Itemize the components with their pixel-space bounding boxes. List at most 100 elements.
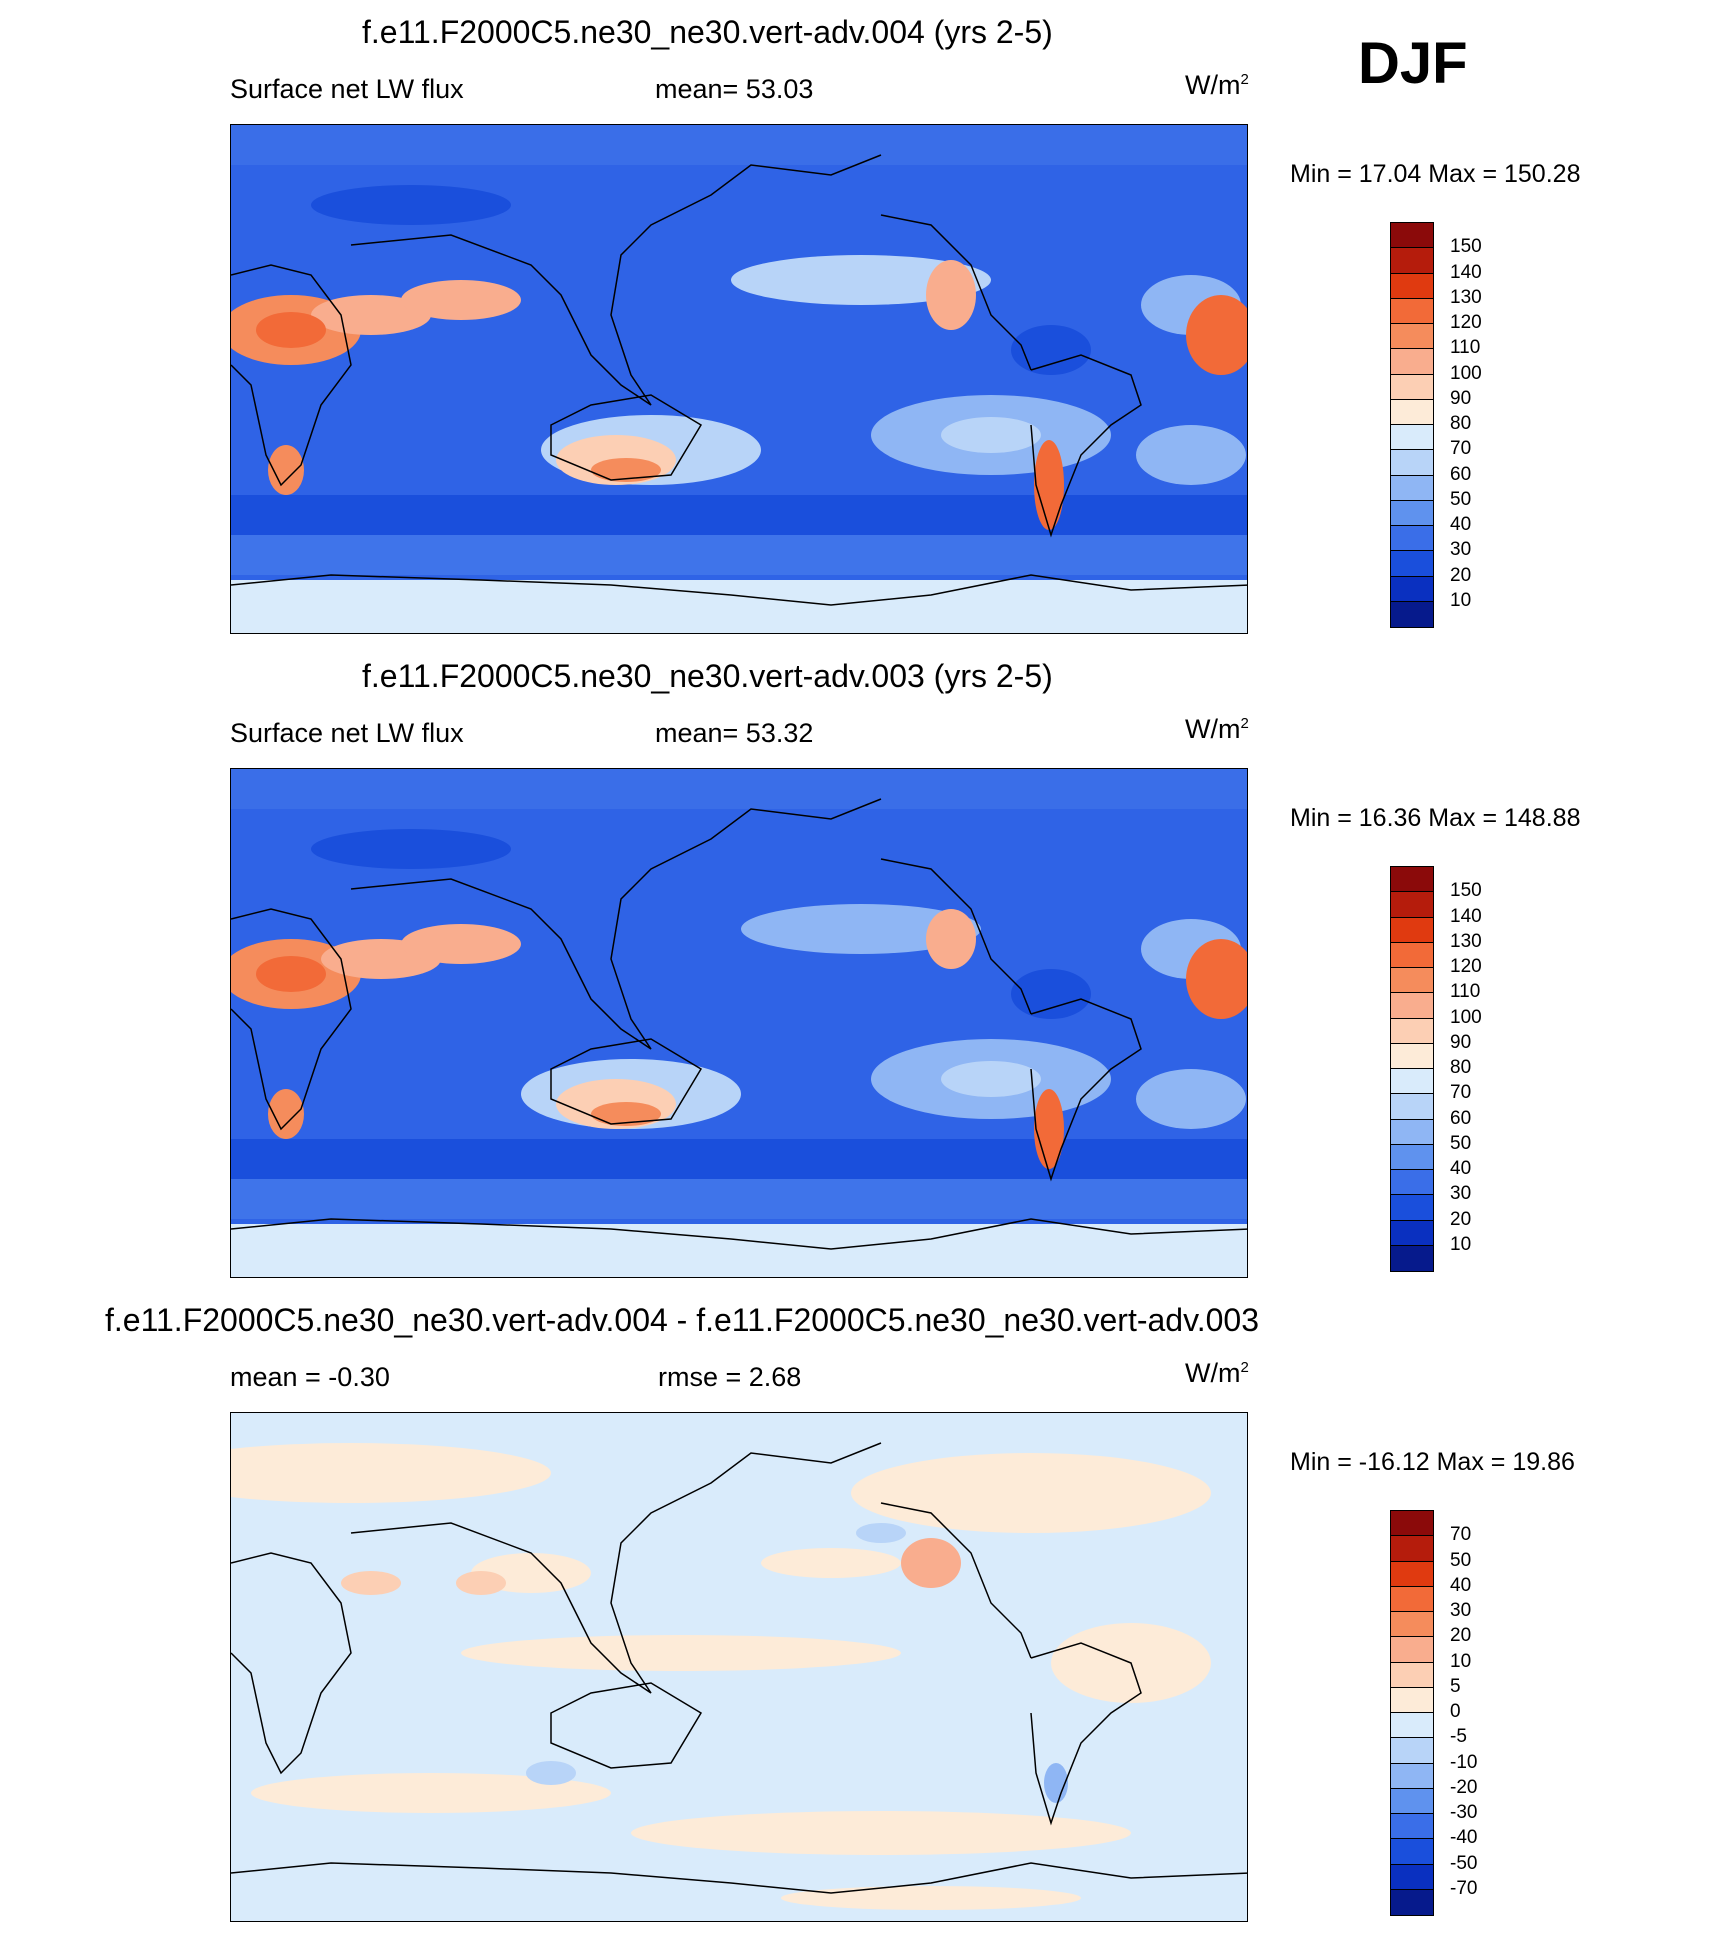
panel-2-colorbar-tick-label: 30 [1450,1183,1472,1205]
panel-2-colorbar-cell [1391,1220,1433,1246]
panel-3-colorbar-tick-label: 0 [1450,1701,1461,1722]
panel-1-colorbar-tick-label: 120 [1450,312,1482,333]
panel-2-colorbar-cell [1391,1245,1433,1271]
panel-2-colorbar-tick-label: 10 [1450,1233,1472,1255]
panel-2-colorbar-cell [1391,1018,1433,1044]
panel-3-colorbar-tick-label: -10 [1450,1751,1478,1773]
panel-3-rmse-label: rmse = 2.68 [658,1362,802,1392]
panel-3-colorbar-tick-label: -20 [1450,1776,1478,1798]
panel-1-colorbar-tick-label: 80 [1450,413,1472,434]
panel-3-colorbar-tick-label: 5 [1450,1675,1461,1697]
panel-2-colorbar-tick-label: 70 [1450,1082,1472,1104]
panel-3-map [230,1412,1248,1922]
panel-1-colorbar-cell [1391,374,1433,400]
panel-1-map [230,124,1248,634]
panel-2-colorbar-tick-label: 150 [1450,880,1482,902]
panel-3-colorbar-tick-label: 30 [1450,1600,1472,1621]
panel-2-units-label: W/m2 [1185,714,1249,744]
panel-1-colorbar-cell [1391,601,1433,627]
panel-3-colorbar-cell [1391,1511,1433,1537]
panel-2-colorbar-tick-label: 140 [1450,905,1482,927]
panel-2-colorbar-tick-label: 40 [1450,1158,1472,1179]
panel-2-colorbar-cell [1391,1144,1433,1170]
panel-2-mean-label: mean= 53.32 [655,718,814,748]
panel-2-colorbar-cell [1391,1170,1433,1196]
panel-1-title: f.e11.F2000C5.ne30_ne30.vert-adv.004 (yr… [362,14,1053,50]
panel-3-colorbar-cell [1391,1687,1433,1713]
panel-3-minmax-label: Min = -16.12 Max = 19.86 [1290,1448,1575,1476]
panel-3-colorbar-tick-label: 40 [1450,1574,1472,1596]
panel-1-colorbar-cell [1391,324,1433,350]
panel-2-colorbar-tick-label: 110 [1450,981,1481,1003]
panel-2-colorbar-cell [1391,993,1433,1019]
panel-3-colorbar-cell [1391,1612,1433,1638]
panel-2-variable-label: Surface net LW flux [230,718,464,748]
panel-3-colorbar-tick-label: 10 [1450,1650,1472,1672]
panel-1-colorbar-cell [1391,223,1433,249]
panel-3-colorbar-cell [1391,1586,1433,1612]
panel-3-colorbar-tick-label: -5 [1450,1726,1467,1748]
panel-1-colorbar-tick-label: 50 [1450,488,1472,510]
panel-2-colorbar-cell [1391,917,1433,943]
panel-3-colorbar-cell [1391,1814,1433,1840]
panel-2-colorbar-cell [1391,867,1433,893]
panel-1-colorbar-tick-label: 100 [1450,362,1482,384]
panel-3-colorbar-tick-label: 20 [1450,1625,1472,1647]
panel-3-units-label: W/m2 [1185,1358,1249,1388]
panel-3-colorbar-cell [1391,1536,1433,1562]
panel-1-colorbar-tick-label: 130 [1450,286,1482,308]
panel-2-title: f.e11.F2000C5.ne30_ne30.vert-adv.003 (yr… [362,658,1053,694]
panel-3-colorbar-tick-label: 70 [1450,1524,1472,1546]
panel-1-colorbar-cell [1391,475,1433,501]
panel-1-minmax-label: Min = 17.04 Max = 150.28 [1290,160,1581,188]
panel-2-colorbar [1390,866,1434,1272]
panel-2-colorbar-tick-label: 130 [1450,930,1482,952]
panel-3-colorbar-cell [1391,1788,1433,1814]
panel-2-colorbar-tick-label: 20 [1450,1208,1472,1230]
panel-1-colorbar-tick-label: 110 [1450,337,1481,359]
panel-2-colorbar-cell [1391,1119,1433,1145]
panel-1-colorbar-cell [1391,551,1433,577]
panel-2-colorbar-tick-label: 90 [1450,1031,1472,1053]
panel-3-colorbar-tick-label: -50 [1450,1852,1478,1874]
panel-2-colorbar-cell [1391,942,1433,968]
panel-2-colorbar-cell [1391,1043,1433,1069]
panel-3-colorbar-cell [1391,1561,1433,1587]
panel-1-mean-label: mean= 53.03 [655,74,814,104]
panel-1-colorbar-tick-label: 30 [1450,539,1472,561]
panel-3-title: f.e11.F2000C5.ne30_ne30.vert-adv.004 - f… [105,1302,1259,1338]
panel-1-colorbar-cell [1391,273,1433,299]
panel-1-colorbar-cell [1391,349,1433,375]
panel-3-colorbar-cell [1391,1864,1433,1890]
panel-2-colorbar-tick-label: 50 [1450,1132,1472,1154]
panel-1-colorbar-cell [1391,298,1433,324]
panel-3-colorbar [1390,1510,1434,1916]
panel-1-colorbar-cell [1391,576,1433,602]
panel-1-colorbar-cell [1391,450,1433,476]
panel-1-colorbar [1390,222,1434,628]
season-label: DJF [1358,31,1468,96]
panel-1-colorbar-cell [1391,526,1433,552]
panel-2-colorbar-cell [1391,892,1433,918]
panel-3-colorbar-cell [1391,1839,1433,1865]
panel-2-colorbar-cell [1391,1195,1433,1221]
panel-2-colorbar-cell [1391,968,1433,994]
panel-2-colorbar-cell [1391,1069,1433,1095]
panel-1-variable-label: Surface net LW flux [230,74,464,104]
panel-2-colorbar-tick-label: 60 [1450,1107,1472,1129]
panel-1-colorbar-cell [1391,399,1433,425]
panel-2-colorbar-tick-label: 80 [1450,1057,1472,1078]
panel-3-colorbar-tick-label: -70 [1450,1877,1478,1899]
panel-3-colorbar-cell [1391,1637,1433,1663]
panel-1-colorbar-tick-label: 140 [1450,261,1482,283]
panel-3-colorbar-cell [1391,1662,1433,1688]
panel-2-colorbar-tick-label: 100 [1450,1006,1482,1028]
panel-3-colorbar-tick-label: -30 [1450,1802,1478,1823]
panel-1-colorbar-cell [1391,500,1433,526]
panel-3-colorbar-tick-label: -40 [1450,1827,1478,1849]
panel-3-mean-label: mean = -0.30 [230,1362,390,1392]
panel-1-units-label: W/m2 [1185,70,1249,100]
panel-1-colorbar-cell [1391,425,1433,451]
panel-1-colorbar-tick-label: 60 [1450,463,1472,485]
panel-1-colorbar-tick-label: 70 [1450,438,1472,460]
